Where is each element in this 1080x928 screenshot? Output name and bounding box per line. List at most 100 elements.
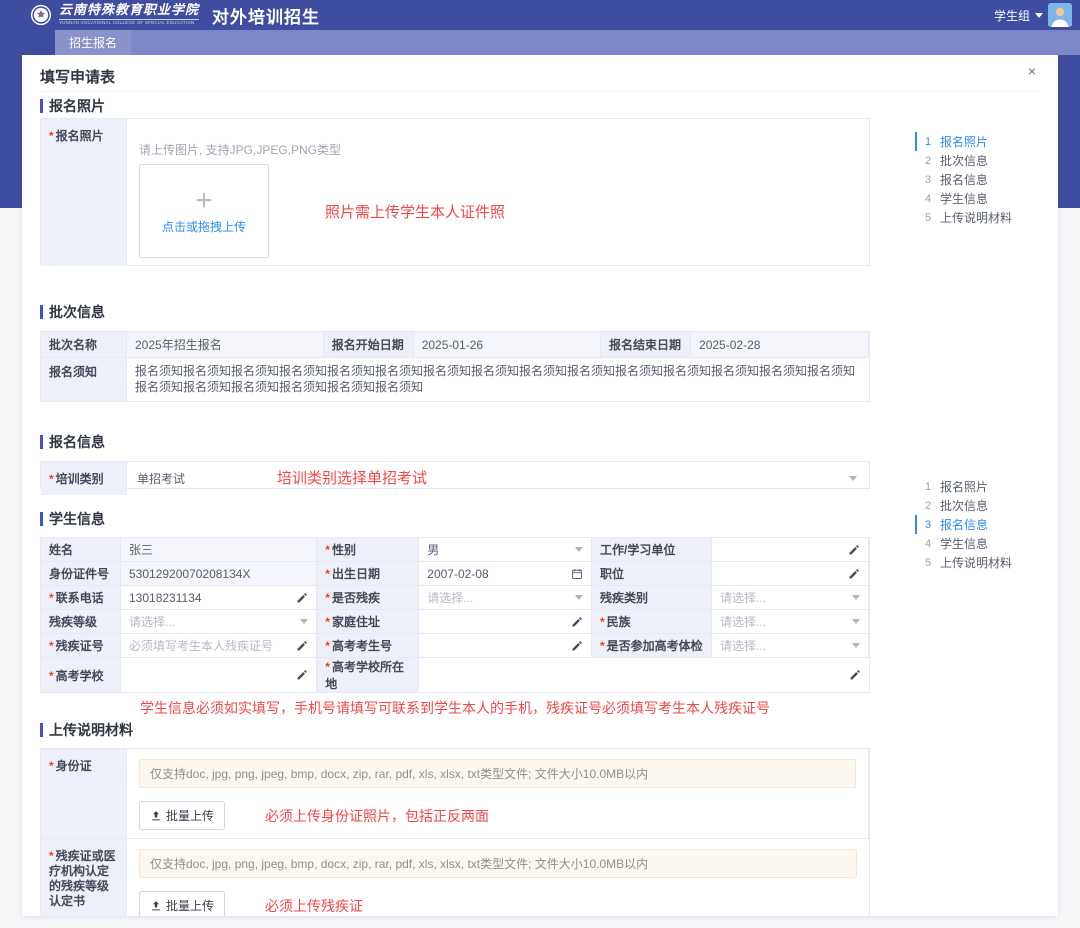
anchor-nav-middle: 1 报名照片 2 批次信息 3 报名信息 4 学生信息 5 上传说明材料 [915, 477, 1045, 572]
label-disability-cert-doc: 残疾证或医疗机构认定的残疾等级认定书 [41, 839, 127, 916]
pencil-icon [572, 640, 582, 650]
application-form-panel: 填写申请表 × 1 报名照片 2 批次信息 3 报名信息 4 学生信息 5 上传说明材料 … [22, 55, 1058, 916]
section-marker [40, 98, 43, 113]
photo-upload-dropzone[interactable]: + 点击或拖拽上传 [139, 164, 269, 258]
photo-field-row: 报名照片 请上传图片, 支持JPG,JPEG,PNG类型 + 点击或拖拽上传 照… [40, 118, 870, 266]
field-disability-level-select[interactable]: 请选择... [121, 610, 318, 634]
field-gaokao-school[interactable] [121, 658, 318, 693]
anchor-item-materials[interactable]: 5 上传说明材料 [925, 211, 1013, 225]
chevron-down-icon [300, 619, 309, 624]
app-header: 云南特殊教育职业学院 YUNNAN VOCATIONAL COLLEGE OF … [0, 0, 1080, 30]
pencil-icon [572, 616, 582, 626]
main-navbar: 招生报名 [55, 30, 1080, 55]
chevron-down-icon [574, 595, 583, 600]
label-disability-cert: 残疾证号 [41, 634, 121, 658]
photo-field-label: 报名照片 [41, 119, 127, 266]
id-card-annotation: 必须上传身份证照片，包括正反两面 [265, 807, 490, 824]
disability-cert-annotation: 必须上传残疾证 [265, 897, 364, 914]
field-position[interactable] [711, 562, 869, 586]
chevron-down-icon [574, 547, 583, 552]
disability-cert-upload-area: 仅支持doc, jpg, png, jpeg, bmp, docx, zip, … [127, 839, 869, 916]
panel-header: 填写申请表 × [40, 55, 1040, 92]
field-home-address[interactable] [419, 610, 592, 634]
pencil-icon [297, 640, 308, 650]
label-school-location: 高考学校所在地 [317, 658, 420, 693]
anchor-item-student[interactable]: 4 学生信息 [925, 537, 989, 551]
field-id-number: 53012920070208134X [121, 562, 318, 586]
section-title-apply: 报名信息 [40, 432, 870, 451]
file-type-hint: 仅支持doc, jpg, png, jpeg, bmp, docx, zip, … [139, 849, 857, 878]
section-marker [40, 722, 43, 737]
user-menu[interactable]: 学生组 [994, 3, 1072, 27]
field-disability-type-select[interactable]: 请选择... [711, 586, 869, 610]
batch-notice-label: 报名须知 [41, 358, 127, 402]
anchor-item-apply[interactable]: 3 报名信息 [915, 515, 1045, 534]
upload-icon [152, 900, 160, 910]
field-phone[interactable]: 13018231134 [121, 586, 318, 610]
anchor-item-student[interactable]: 4 学生信息 [925, 192, 989, 206]
label-name: 姓名 [41, 538, 121, 562]
label-is-disabled: 是否残疾 [317, 586, 420, 610]
page-title: 填写申请表 [40, 69, 116, 86]
section-title-student: 学生信息 [40, 509, 870, 528]
batch-name-label: 批次名称 [41, 332, 127, 358]
app-title: 对外培训招生 [212, 7, 321, 27]
field-is-disabled-select[interactable]: 请选择... [419, 586, 592, 610]
anchor-item-photo[interactable]: 1 报名照片 [915, 132, 1045, 151]
anchor-item-photo[interactable]: 1 报名照片 [925, 480, 989, 494]
training-type-label: 培训类别 [41, 462, 127, 495]
field-disability-cert[interactable]: 必须填写考生本人残疾证号 [121, 634, 318, 658]
section-marker [40, 511, 43, 526]
field-school-location[interactable] [419, 658, 869, 693]
batch-upload-button[interactable]: 批量上传 [139, 891, 226, 916]
section-photo: 报名照片 报名照片 请上传图片, 支持JPG,JPEG,PNG类型 + 点击或拖… [40, 96, 870, 266]
section-title-batch: 批次信息 [40, 302, 870, 321]
batch-start-value: 2025-01-26 [413, 332, 602, 358]
section-batch: 批次信息 批次名称 2025年招生报名 报名开始日期 2025-01-26 报名… [40, 302, 870, 402]
tab-enrollment[interactable]: 招生报名 [55, 30, 132, 55]
batch-end-label: 报名结束日期 [601, 332, 692, 358]
batch-end-value: 2025-02-28 [691, 332, 869, 358]
field-physical-exam-select[interactable]: 请选择... [711, 634, 869, 658]
training-type-select[interactable]: 单招考试 培训类别选择单招考试 [127, 462, 869, 495]
section-materials: 上传说明材料 身份证 仅支持doc, jpg, png, jpeg, bmp, … [40, 720, 870, 916]
batch-info-table: 批次名称 2025年招生报名 报名开始日期 2025-01-26 报名结束日期 … [40, 331, 870, 402]
label-disability-level: 残疾等级 [41, 610, 121, 634]
anchor-item-materials[interactable]: 5 上传说明材料 [925, 556, 1013, 570]
close-icon[interactable]: × [1027, 63, 1036, 79]
section-apply: 报名信息 培训类别 单招考试 培训类别选择单招考试 [40, 432, 870, 495]
field-birth-date[interactable]: 2007-02-08 [419, 562, 592, 586]
field-work-unit[interactable] [711, 538, 869, 562]
batch-start-label: 报名开始日期 [323, 332, 414, 358]
anchor-item-batch[interactable]: 2 批次信息 [925, 154, 989, 168]
pencil-icon [850, 670, 860, 680]
anchor-nav-top: 1 报名照片 2 批次信息 3 报名信息 4 学生信息 5 上传说明材料 [915, 132, 1045, 227]
pencil-icon [849, 544, 859, 554]
file-type-hint: 仅支持doc, jpg, png, jpeg, bmp, docx, zip, … [139, 759, 856, 788]
pencil-icon [297, 670, 308, 680]
training-type-annotation: 培训类别选择单招考试 [277, 470, 428, 487]
section-marker [40, 434, 43, 449]
pencil-icon [849, 568, 859, 578]
avatar[interactable] [1048, 3, 1072, 27]
school-name-block: 云南特殊教育职业学院 YUNNAN VOCATIONAL COLLEGE OF … [59, 4, 200, 26]
anchor-item-apply[interactable]: 3 报名信息 [925, 173, 989, 187]
label-disability-type: 残疾类别 [591, 586, 712, 610]
chevron-down-icon [851, 619, 860, 624]
section-title-materials: 上传说明材料 [40, 720, 870, 739]
label-birth-date: 出生日期 [317, 562, 420, 586]
field-gaokao-number[interactable] [419, 634, 592, 658]
section-title-photo: 报名照片 [40, 96, 870, 115]
section-marker [40, 304, 43, 319]
photo-upload-link[interactable]: 点击或拖拽上传 [161, 219, 246, 234]
field-ethnicity-select[interactable]: 请选择... [711, 610, 869, 634]
batch-name-value: 2025年招生报名 [127, 332, 324, 358]
upload-icon [152, 810, 160, 820]
anchor-item-batch[interactable]: 2 批次信息 [925, 499, 989, 513]
field-gender-select[interactable]: 男 [419, 538, 592, 562]
batch-upload-button[interactable]: 批量上传 [139, 801, 226, 830]
photo-upload-hint: 请上传图片, 支持JPG,JPEG,PNG类型 [139, 143, 342, 157]
school-name-en: YUNNAN VOCATIONAL COLLEGE OF SPECIAL EDU… [59, 19, 200, 26]
photo-field-content: 请上传图片, 支持JPG,JPEG,PNG类型 + 点击或拖拽上传 照片需上传学… [127, 119, 869, 266]
chevron-down-icon [851, 595, 860, 600]
